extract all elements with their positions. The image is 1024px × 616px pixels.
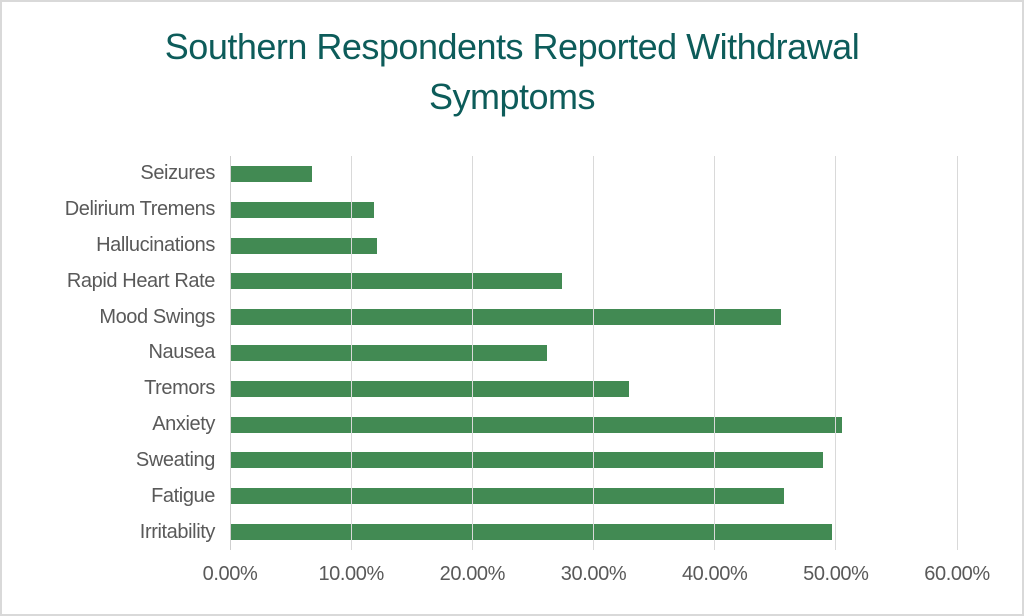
category-label: Seizures <box>140 162 215 185</box>
category-label: Fatigue <box>151 484 215 507</box>
x-tick-label: 0.00% <box>202 563 258 585</box>
category-label: Sweating <box>135 448 215 471</box>
value-axis-labels: 0.00% 10.00% 20.00% 30.00% 40.00% 50.00% 60.00… <box>203 563 990 591</box>
category-label: Nausea <box>148 341 215 364</box>
x-tick-label: 60.00% <box>924 563 990 585</box>
category-label: Anxiety <box>152 413 215 436</box>
category-label: Mood Swings <box>99 305 215 328</box>
category-label: Tremors <box>144 377 215 400</box>
x-tick-label: 40.00% <box>681 563 748 585</box>
bar <box>230 416 842 433</box>
bars-layer <box>230 156 957 550</box>
bar <box>230 273 562 290</box>
bar-row <box>230 407 957 443</box>
bar <box>230 344 548 361</box>
bar-row <box>230 478 957 514</box>
gridline <box>956 156 958 550</box>
bar-row <box>230 299 957 335</box>
gridline <box>350 156 352 550</box>
gridline <box>471 156 473 550</box>
x-tick-label: 20.00% <box>439 563 506 585</box>
bar-row <box>230 192 957 228</box>
bar <box>230 452 823 469</box>
gridline <box>593 156 594 550</box>
category-label: Rapid Heart Rate <box>66 269 216 292</box>
x-tick-label: 30.00% <box>560 563 627 585</box>
category-label: Irritability <box>139 520 216 543</box>
value-axis-zero-line <box>229 156 231 550</box>
category-label: Delirium Tremens <box>64 198 216 221</box>
bar-row <box>230 371 957 407</box>
bar <box>230 201 375 218</box>
bar <box>230 309 782 326</box>
bar-row <box>230 228 957 264</box>
gridline <box>714 156 716 550</box>
plot-area <box>229 156 958 550</box>
chart-title: Southern Respondents Reported Withdrawal… <box>164 26 860 117</box>
bar <box>230 237 377 254</box>
bar <box>230 488 784 505</box>
gridline <box>835 156 837 550</box>
bar-row <box>230 156 957 192</box>
bar-row <box>230 263 957 299</box>
bar-row <box>230 335 957 371</box>
bar <box>230 165 313 182</box>
bar <box>230 380 629 397</box>
category-axis-labels: Seizures Delirium Tremens Hallucinations Ra… <box>10 156 216 550</box>
x-tick-label: 50.00% <box>803 563 869 585</box>
category-label: Hallucinations <box>96 234 215 257</box>
bar <box>230 524 833 541</box>
bar-row <box>230 443 957 479</box>
x-tick-label: 10.00% <box>318 563 384 585</box>
bar-row <box>230 514 957 550</box>
